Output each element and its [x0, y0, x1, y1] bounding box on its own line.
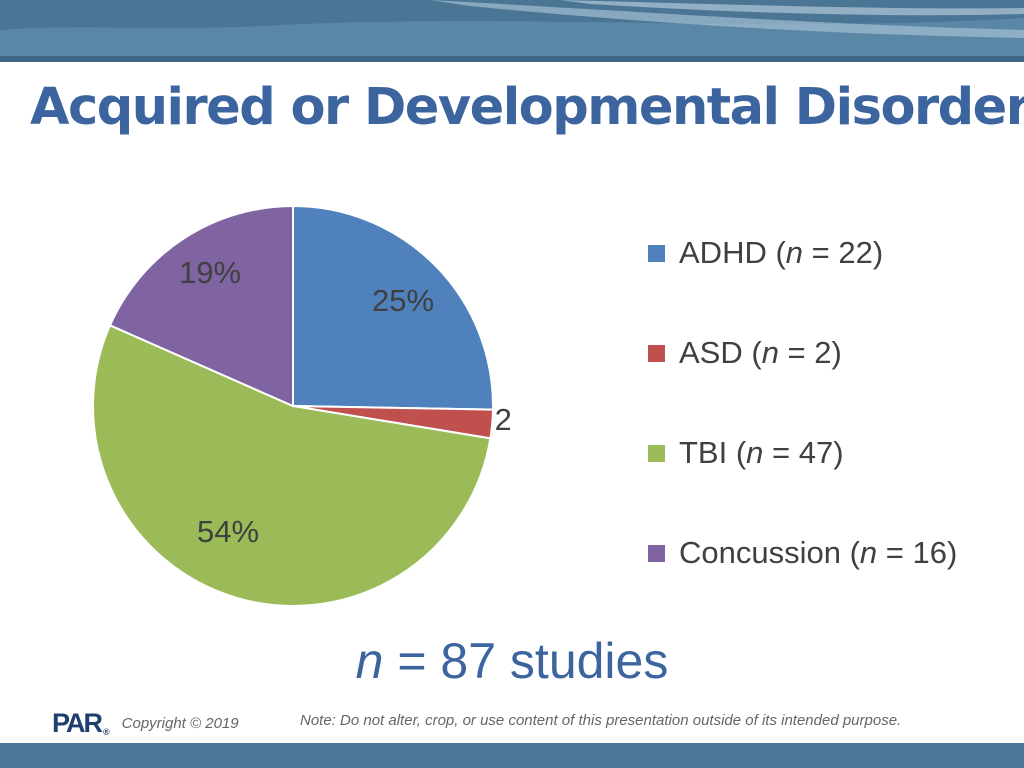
legend-label-adhd: ADHD (n = 22) — [679, 235, 884, 270]
legend-item-adhd: ADHD (n = 22) — [648, 228, 883, 278]
slice-label-asd: 2% — [495, 402, 510, 437]
legend-swatch-adhd — [648, 244, 665, 262]
total-studies: n = 87 studies — [0, 632, 1024, 690]
bottom-bar — [0, 743, 1024, 768]
slide-title: Acquired or Developmental Disorders — [30, 78, 1024, 137]
total-n-symbol: n — [355, 633, 384, 689]
pie-slice-tbi — [92, 323, 492, 607]
par-logo: PAR ® — [52, 707, 110, 738]
slice-label-adhd: 25% — [372, 283, 434, 318]
total-count: = 87 studies — [383, 633, 669, 689]
footer: PAR ® Copyright © 2019 — [52, 706, 239, 740]
slice-label-tbi: 54% — [197, 514, 259, 549]
legend-swatch-tbi — [648, 444, 665, 462]
legend-label-asd: ASD (n = 2) — [679, 335, 842, 370]
legend-item-asd: ASD (n = 2) — [648, 328, 842, 378]
top-banner — [0, 0, 1024, 62]
copyright-text: Copyright © 2019 — [121, 714, 239, 732]
legend-item-tbi: TBI (n = 47) — [648, 428, 844, 478]
legend-item-concussion: Concussion (n = 16) — [648, 528, 957, 578]
usage-note: Note: Do not alter, crop, or use content… — [300, 712, 902, 729]
slice-label-concussion: 19% — [179, 255, 241, 290]
legend-label-tbi: TBI (n = 47) — [679, 435, 844, 470]
pie-chart: 25% 2% 54% 19% — [92, 204, 510, 607]
pie-slice-concussion — [108, 204, 294, 408]
legend-label-concussion: Concussion (n = 16) — [679, 535, 958, 570]
legend-swatch-asd — [648, 344, 665, 362]
pie-slice-adhd — [292, 204, 494, 411]
legend-swatch-concussion — [648, 544, 665, 562]
